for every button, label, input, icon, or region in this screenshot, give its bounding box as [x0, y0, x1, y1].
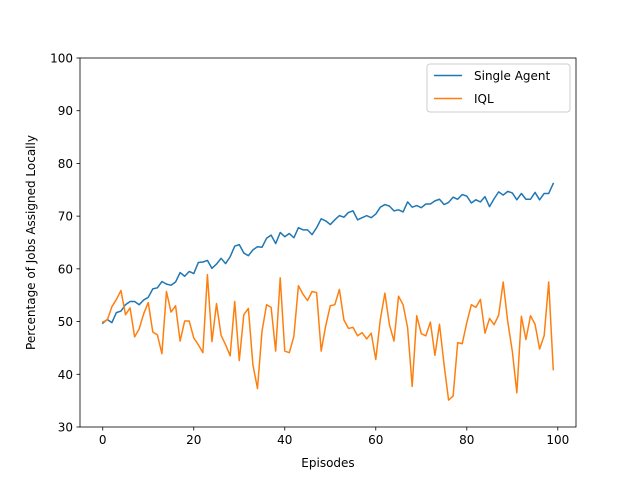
x-tick-label: 100 — [546, 433, 569, 447]
series-line-single-agent — [101, 182, 555, 325]
y-tick-label: 40 — [58, 368, 73, 382]
y-tick-label: 50 — [58, 315, 73, 329]
x-tick-label: 20 — [186, 433, 201, 447]
x-axis-label: Episodes — [301, 456, 354, 470]
y-tick-label: 60 — [58, 262, 73, 276]
x-tick-label: 0 — [99, 433, 107, 447]
x-axis-ticks: 0 20 40 60 80 100 — [99, 427, 569, 447]
x-tick-label: 60 — [368, 433, 383, 447]
y-tick-label: 90 — [58, 104, 73, 118]
x-tick-label: 40 — [277, 433, 292, 447]
plot-lines — [101, 182, 555, 401]
plot-frame — [79, 57, 577, 428]
x-tick-label: 80 — [459, 433, 474, 447]
legend-label-iql: IQL — [474, 92, 494, 106]
legend-label-single-agent: Single Agent — [474, 69, 551, 83]
y-tick-label: 70 — [58, 210, 73, 224]
legend-box — [426, 63, 571, 113]
y-tick-label: 100 — [50, 52, 73, 66]
y-axis-ticks: 30 40 50 60 70 80 90 100 — [50, 52, 80, 435]
series-line-iql — [101, 273, 555, 401]
legend: Single Agent IQL — [426, 63, 571, 113]
y-tick-label: 30 — [58, 421, 73, 435]
y-axis-label: Percentage of Jobs Assigned Locally — [24, 135, 38, 350]
y-tick-label: 80 — [58, 157, 73, 171]
